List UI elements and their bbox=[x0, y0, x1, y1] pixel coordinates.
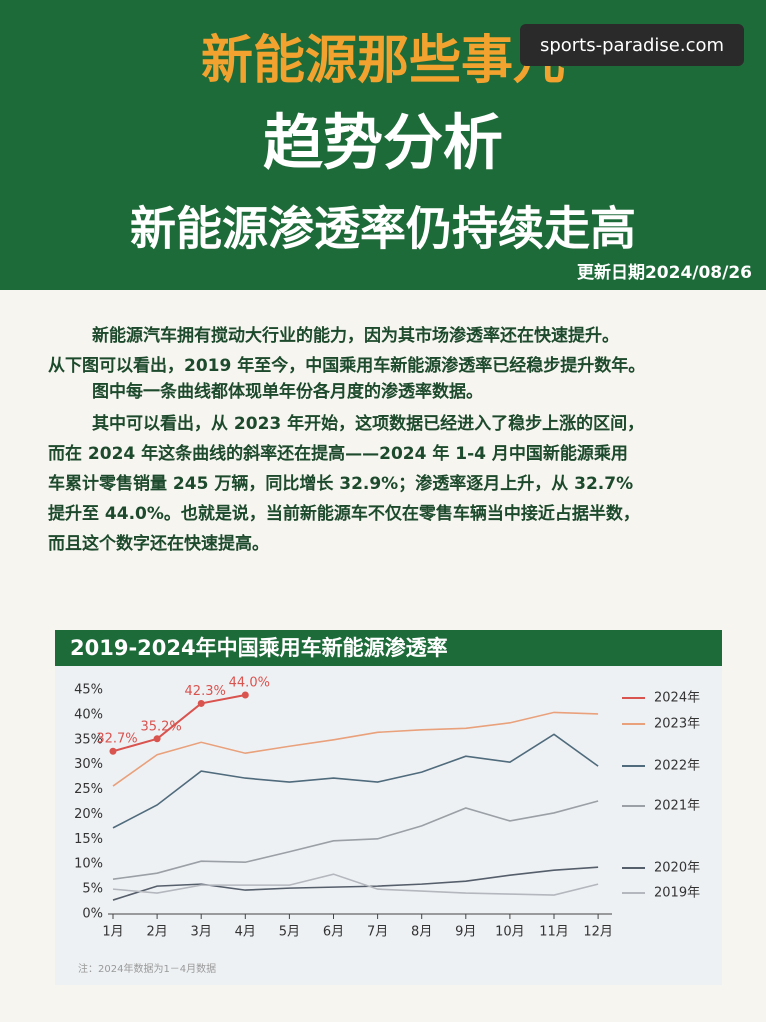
y-tick-label: 35% bbox=[74, 732, 103, 747]
x-tick-label: 3月 bbox=[191, 925, 212, 940]
x-tick-label: 2月 bbox=[146, 925, 167, 940]
y-tick-label: 0% bbox=[82, 907, 103, 922]
x-tick-label: 6月 bbox=[323, 925, 344, 940]
y-tick-label: 15% bbox=[74, 832, 103, 847]
data-point bbox=[197, 699, 205, 707]
watermark-box bbox=[520, 24, 744, 66]
y-tick-label: 40% bbox=[74, 707, 103, 722]
series-line bbox=[112, 800, 599, 880]
data-label: 44.0% bbox=[229, 675, 270, 690]
x-tick-label: 1月 bbox=[102, 925, 123, 940]
series-line bbox=[112, 733, 599, 829]
legend-label: 2024年 bbox=[654, 691, 700, 706]
y-tick-label: 30% bbox=[74, 757, 103, 772]
data-point bbox=[153, 735, 161, 743]
chart: 0% 5% 10% 15% 20% 25% 30% 35% 40% 45% 1月 2月 3月 4月 5月 6月… bbox=[74, 675, 700, 939]
y-tick-label: 20% bbox=[74, 807, 103, 822]
x-tick-label: 11月 bbox=[539, 925, 569, 940]
x-tick-label: 4月 bbox=[235, 925, 256, 940]
legend-label: 2020年 bbox=[654, 861, 700, 876]
watermark: sports-paradise.com bbox=[540, 35, 724, 56]
body-line: 而且这个数字还在快速提高。 bbox=[48, 533, 269, 554]
chart-card bbox=[55, 630, 722, 985]
body-line: 而在 2024 年这条曲线的斜率还在提高——2024 年 1-4 月中国新能源乘… bbox=[48, 443, 628, 464]
x-tick-label: 12月 bbox=[583, 925, 613, 940]
body-line: 图中每一条曲线都体现单年份各月度的渗透率数据。 bbox=[92, 381, 483, 402]
chart-header bbox=[55, 630, 722, 666]
body-line: 新能源汽车拥有搅动大行业的能力，因为其市场渗透率还在快速提升。 bbox=[92, 325, 619, 346]
chart-title: 2019-2024年中国乘用车新能源渗透率 bbox=[70, 636, 448, 660]
x-tick-label: 10月 bbox=[495, 925, 525, 940]
series-line bbox=[112, 873, 599, 896]
body-line: 提升至 44.0%。也就是说，当前新能源车不仅在零售车辆当中接近占据半数， bbox=[48, 503, 640, 524]
x-tick-label: 5月 bbox=[279, 925, 300, 940]
legend-label: 2022年 bbox=[654, 759, 700, 774]
x-tick-label: 8月 bbox=[411, 925, 432, 940]
data-label: 42.3% bbox=[185, 684, 226, 699]
headline: 新能源渗透率仍持续走高 bbox=[130, 202, 636, 256]
legend-label: 2021年 bbox=[654, 799, 700, 814]
y-tick-label: 10% bbox=[74, 857, 103, 872]
data-label: 32.7% bbox=[96, 732, 137, 747]
update-date: 更新日期2024/08/26 bbox=[577, 262, 752, 283]
x-tick-label: 7月 bbox=[367, 925, 388, 940]
series-line bbox=[112, 866, 599, 901]
y-tick-label: 5% bbox=[82, 882, 103, 897]
series-line bbox=[112, 711, 599, 787]
y-tick-label: 25% bbox=[74, 782, 103, 797]
title: 新能源那些事儿 bbox=[201, 31, 565, 91]
data-point bbox=[109, 747, 117, 755]
series-line bbox=[112, 693, 246, 753]
subtitle: 趋势分析 bbox=[263, 109, 503, 179]
body-line: 其中可以看出，从 2023 年开始，这项数据已经进入了稳步上涨的区间， bbox=[92, 413, 644, 434]
x-tick-label: 9月 bbox=[455, 925, 476, 940]
legend-label: 2019年 bbox=[654, 886, 700, 901]
y-tick-label: 45% bbox=[74, 683, 103, 698]
body-line: 从下图可以看出，2019 年至今，中国乘用车新能源渗透率已经稳步提升数年。 bbox=[48, 355, 645, 376]
chart-note: 注：2024年数据为1－4月数据 bbox=[78, 962, 216, 975]
data-label: 35.2% bbox=[140, 719, 181, 734]
body-text: 新能源汽车拥有搅动大行业的能力，因为其市场渗透率还在快速提升。从下图可以看出，2… bbox=[48, 325, 645, 554]
legend-label: 2023年 bbox=[654, 717, 700, 732]
data-point bbox=[241, 691, 249, 699]
body-line: 车累计零售销量 245 万辆，同比增长 32.9%；渗透率逐月上升，从 32.7… bbox=[48, 473, 633, 494]
